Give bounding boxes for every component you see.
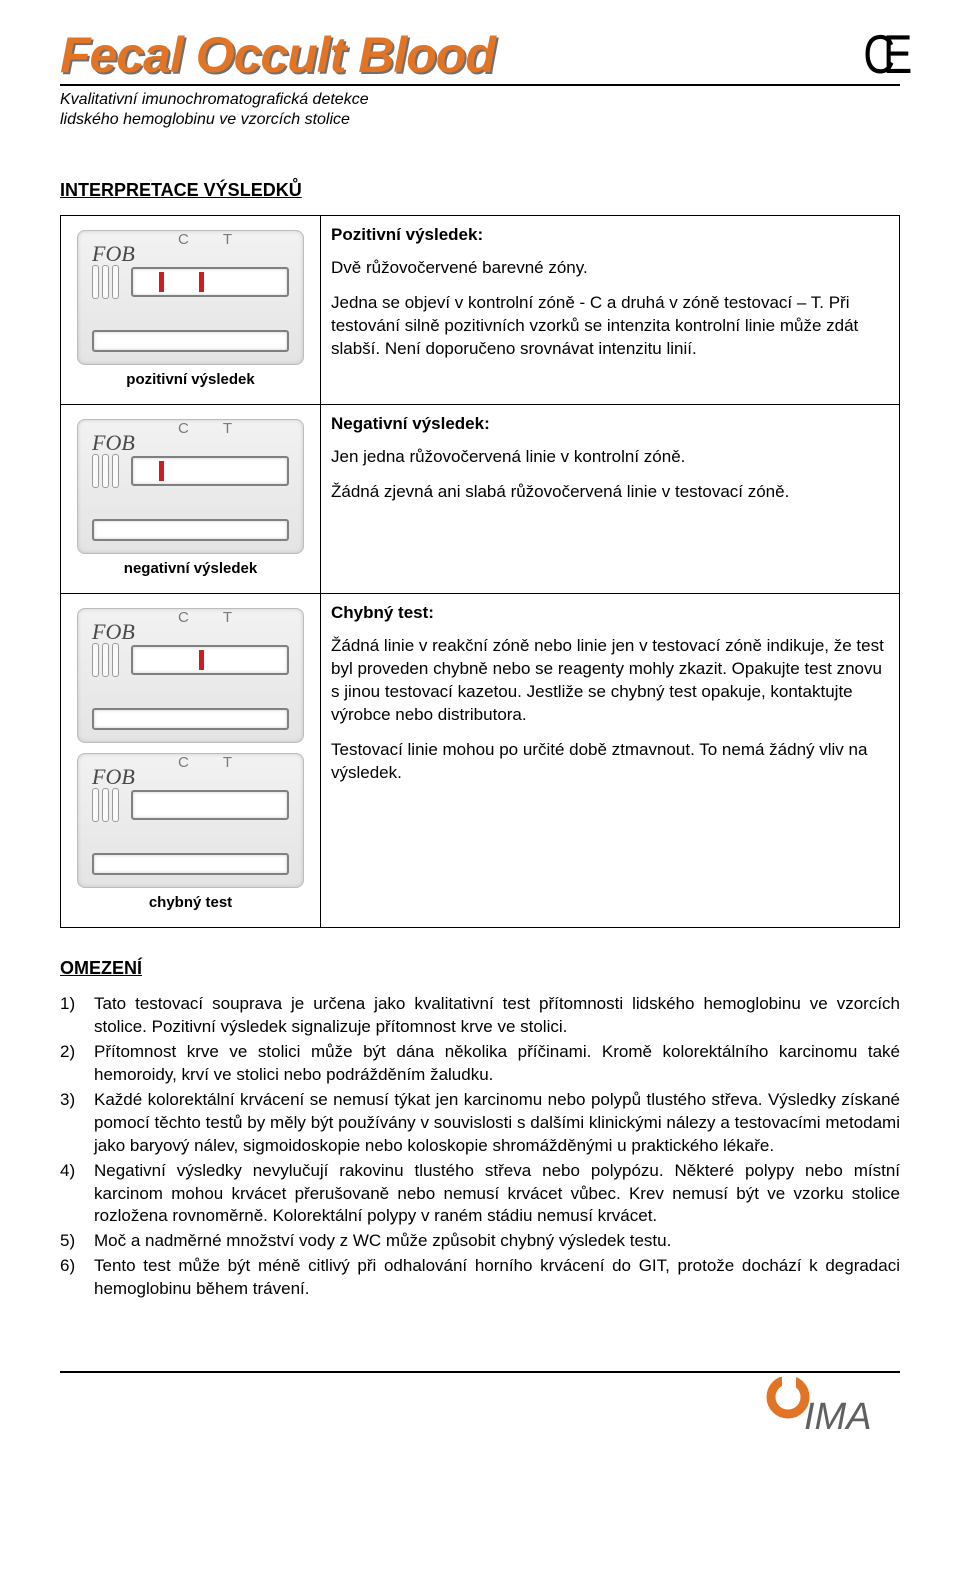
result-image-cell: FOB CT negativní výsledek: [61, 405, 321, 594]
list-item: Přítomnost krve ve stolici může být dána…: [94, 1041, 900, 1087]
list-item: Tento test může být méně citlivý při odh…: [94, 1255, 900, 1301]
sample-wells: [92, 788, 119, 822]
subtitle: Kvalitativní imunochromatografická detek…: [60, 90, 900, 130]
result-paragraph: Žádná linie v reakční zóně nebo linie je…: [331, 635, 889, 727]
lower-window: [92, 708, 289, 730]
list-item: Moč a nadměrné množství vody z WC může z…: [94, 1230, 900, 1253]
cassette-fob-label: FOB: [92, 619, 135, 645]
reaction-window: [131, 790, 289, 820]
results-table: FOB CT pozitivní výsledek Pozitivní výslede…: [60, 215, 900, 928]
reaction-window: [131, 456, 289, 486]
cassette-fob-label: FOB: [92, 430, 135, 456]
subtitle-line1: Kvalitativní imunochromatografická detek…: [60, 91, 369, 108]
cassette-ct-labels: CT: [178, 420, 232, 437]
test-band: [199, 650, 204, 670]
title-block: Fecal Occult Blood: [60, 30, 854, 80]
ce-mark-icon: CE: [863, 30, 900, 80]
reaction-window: [131, 645, 289, 675]
lower-window: [92, 853, 289, 875]
result-caption: negativní výsledek: [71, 558, 310, 585]
footer-logo-icon: IMA: [760, 1377, 900, 1439]
section-interpretation-title: INTERPRETACE VÝSLEDKŮ: [60, 180, 900, 201]
result-description: Chybný test: Žádná linie v reakční zóně n…: [321, 594, 900, 928]
sample-wells: [92, 265, 119, 299]
header-rule: [60, 84, 900, 86]
result-paragraph: Žádná zjevná ani slabá růžovočervená lin…: [331, 481, 889, 504]
lower-window: [92, 330, 289, 352]
test-cassette: FOB CT: [77, 419, 304, 554]
svg-text:IMA: IMA: [804, 1396, 872, 1438]
result-title: Chybný test:: [331, 602, 889, 625]
result-paragraph: Jen jedna růžovočervená linie v kontroln…: [331, 446, 889, 469]
cassette-ct-labels: CT: [178, 754, 232, 771]
footer-rule: [60, 1371, 900, 1373]
result-title: Pozitivní výsledek:: [331, 224, 889, 247]
test-cassette: FOB CT: [77, 608, 304, 743]
test-band: [199, 272, 204, 292]
cassette-fob-label: FOB: [92, 764, 135, 790]
result-paragraph: Jedna se objeví v kontrolní zóně - C a d…: [331, 292, 889, 361]
result-title: Negativní výsledek:: [331, 413, 889, 436]
subtitle-line2: lidského hemoglobinu ve vzorcích stolice: [60, 111, 350, 128]
lower-window: [92, 519, 289, 541]
list-item: Negativní výsledky nevylučují rakovinu t…: [94, 1160, 900, 1229]
test-cassette: FOB CT: [77, 753, 304, 888]
control-band: [159, 272, 164, 292]
control-band: [159, 461, 164, 481]
product-title: Fecal Occult Blood: [60, 30, 495, 80]
result-paragraph: Testovací linie mohou po určité době ztm…: [331, 739, 889, 785]
cassette-ct-labels: CT: [178, 609, 232, 626]
footer: IMA: [60, 1377, 900, 1439]
list-item: Tato testovací souprava je určena jako k…: [94, 993, 900, 1039]
table-row: FOB CT FOB CT chybný test Chybný test: Žádná l…: [61, 594, 900, 928]
table-row: FOB CT negativní výsledek Negativní výslede…: [61, 405, 900, 594]
result-description: Pozitivní výsledek: Dvě růžovočervené bar…: [321, 216, 900, 405]
result-paragraph: Dvě růžovočervené barevné zóny.: [331, 257, 889, 280]
reaction-window: [131, 267, 289, 297]
cassette-ct-labels: CT: [178, 231, 232, 248]
result-caption: pozitivní výsledek: [71, 369, 310, 396]
result-image-cell: FOB CT FOB CT chybný test: [61, 594, 321, 928]
limitations-list: Tato testovací souprava je určena jako k…: [60, 993, 900, 1301]
sample-wells: [92, 454, 119, 488]
sample-wells: [92, 643, 119, 677]
table-row: FOB CT pozitivní výsledek Pozitivní výslede…: [61, 216, 900, 405]
list-item: Každé kolorektální krvácení se nemusí tý…: [94, 1089, 900, 1158]
cassette-fob-label: FOB: [92, 241, 135, 267]
test-cassette: FOB CT: [77, 230, 304, 365]
result-caption: chybný test: [71, 892, 310, 919]
header: Fecal Occult Blood CE: [60, 30, 900, 80]
result-image-cell: FOB CT pozitivní výsledek: [61, 216, 321, 405]
section-limitations-title: OMEZENÍ: [60, 958, 900, 979]
result-description: Negativní výsledek: Jen jedna růžovočerve…: [321, 405, 900, 594]
